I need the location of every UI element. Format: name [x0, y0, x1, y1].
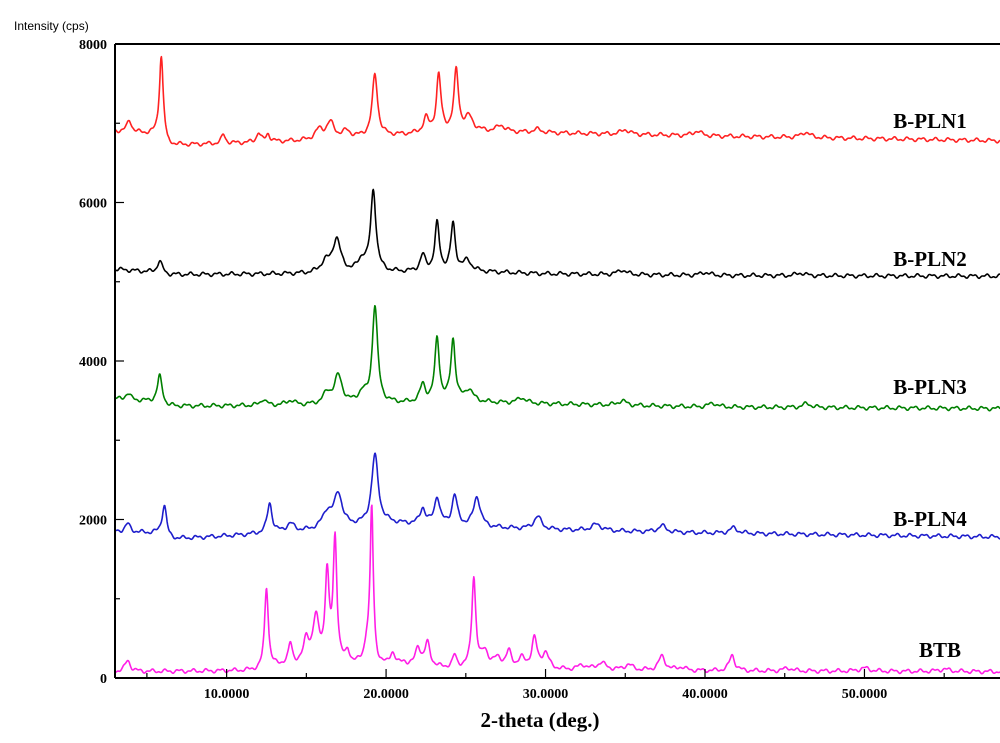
series-label-btb: BTB [919, 638, 961, 662]
y-tick-label: 4000 [79, 355, 107, 370]
x-tick-label: 10.0000 [204, 687, 250, 702]
series-labels: B-PLN1 B-PLN2 B-PLN3 B-PLN4 BTB [893, 109, 967, 662]
series-label-b-pln4: B-PLN4 [893, 507, 967, 531]
series-line-b-pln1 [114, 55, 1000, 147]
series-label-b-pln1: B-PLN1 [893, 109, 967, 133]
series-label-b-pln2: B-PLN2 [893, 247, 967, 271]
series-line-b-pln4 [114, 452, 1000, 541]
series-label-b-pln3: B-PLN3 [893, 375, 967, 399]
x-axis-label: 2-theta (deg.) [481, 708, 600, 732]
y-tick-label: 6000 [79, 197, 107, 212]
y-tick-label: 8000 [79, 38, 107, 53]
axes: 10.0000 20.0000 30.0000 40.0000 50.0000 0 2000… [79, 38, 1000, 702]
series-line-btb [114, 504, 1000, 675]
x-tick-label: 50.0000 [842, 687, 888, 702]
series-line-b-pln3 [114, 305, 1000, 412]
series-line-b-pln2 [114, 188, 1000, 280]
x-tick-label: 40.0000 [682, 687, 728, 702]
y-tick-label: 0 [100, 672, 107, 687]
x-tick-label: 20.0000 [363, 687, 409, 702]
y-tick-label: 2000 [79, 514, 107, 529]
series-layer [114, 55, 1000, 675]
y-axis-label: Intensity (cps) [14, 19, 89, 33]
x-tick-label: 30.0000 [523, 687, 569, 702]
